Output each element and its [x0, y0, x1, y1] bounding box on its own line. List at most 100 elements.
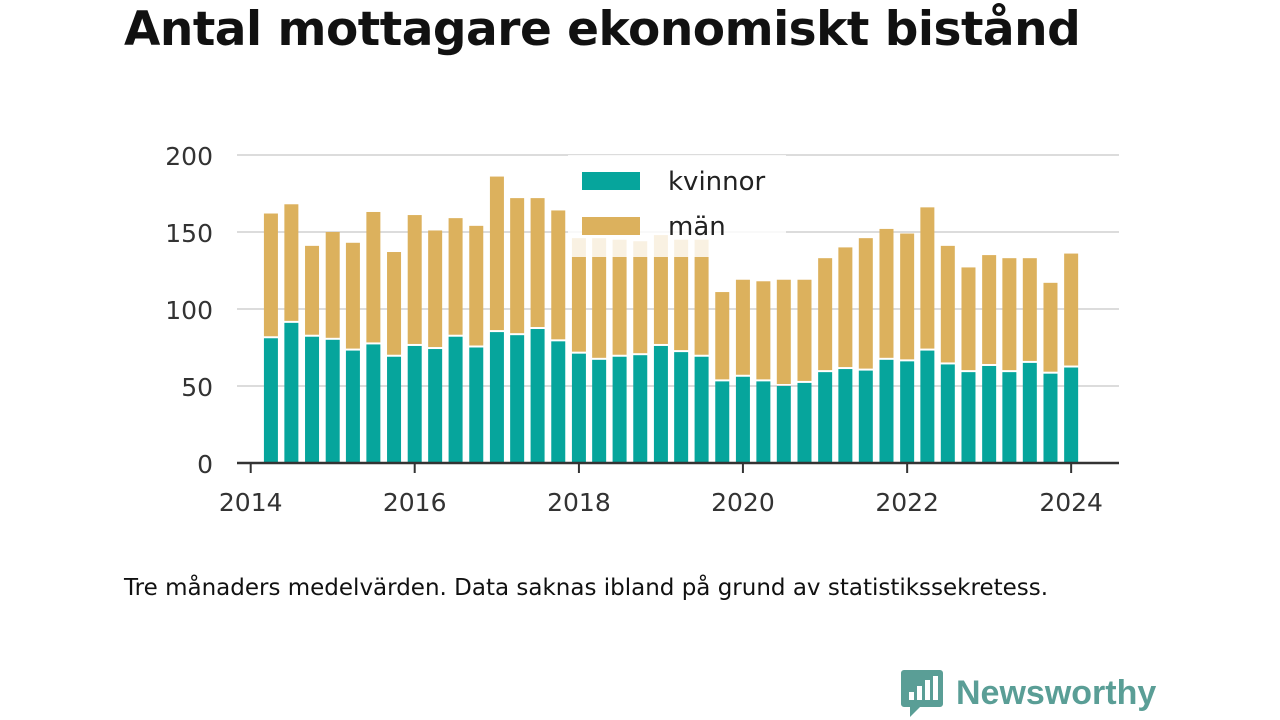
bar-man: [776, 279, 791, 384]
bar-kvinnor: [407, 345, 422, 463]
bar-man: [694, 239, 709, 355]
bar-kvinnor: [838, 369, 853, 463]
bar-man: [489, 176, 504, 331]
bar-man: [510, 198, 525, 334]
bar-man: [1043, 282, 1058, 372]
y-tick-label: 200: [165, 142, 213, 171]
bar-man: [263, 213, 278, 337]
bar-kvinnor: [920, 350, 935, 463]
stacked-bar-chart: 0 50 100 150 200 2014 2016 2018 2020 2022 2024 kvi…: [165, 142, 1119, 517]
bar-kvinnor: [366, 344, 381, 463]
x-tick-label: 2022: [875, 488, 939, 517]
bar-man: [940, 245, 955, 363]
bar-man: [674, 239, 689, 351]
bar-man: [633, 241, 648, 354]
bar-kvinnor: [1002, 372, 1017, 463]
bar-kvinnor: [571, 353, 586, 463]
bar-kvinnor: [305, 336, 320, 463]
bar-man: [838, 247, 853, 368]
bar-kvinnor: [674, 352, 689, 463]
bar-man: [571, 238, 586, 352]
bar-man: [756, 281, 771, 380]
bar-man: [1022, 258, 1037, 361]
bar-kvinnor: [858, 370, 873, 463]
bar-kvinnor: [1022, 362, 1037, 463]
bar-man: [797, 279, 812, 381]
bar-kvinnor: [284, 322, 299, 463]
y-tick-label: 150: [165, 219, 213, 248]
bar-kvinnor: [325, 339, 340, 463]
bar-man: [469, 225, 484, 346]
bar-kvinnor: [612, 356, 627, 463]
y-tick-label: 100: [165, 296, 213, 325]
bar-kvinnor: [428, 349, 443, 463]
x-tick-label: 2018: [547, 488, 611, 517]
bar-kvinnor: [633, 355, 648, 463]
bar-man: [530, 198, 545, 328]
bar-man: [818, 258, 833, 371]
bar-man: [612, 239, 627, 355]
bar-kvinnor: [818, 372, 833, 463]
bar-man: [428, 230, 443, 348]
legend-label: män: [668, 212, 726, 242]
legend: kvinnor män: [568, 155, 786, 257]
bar-kvinnor: [387, 356, 402, 463]
bar-man: [305, 245, 320, 335]
bar-kvinnor: [735, 376, 750, 463]
bar-man: [387, 252, 402, 355]
bars: [263, 176, 1079, 463]
bar-man: [735, 279, 750, 375]
y-tick-label: 0: [197, 450, 213, 479]
bar-kvinnor: [900, 361, 915, 463]
bar-man: [1064, 253, 1079, 366]
bar-man: [407, 215, 422, 344]
bar-man: [448, 218, 463, 335]
bar-kvinnor: [653, 345, 668, 463]
bar-kvinnor: [510, 335, 525, 463]
bar-kvinnor: [879, 359, 894, 463]
bar-kvinnor: [592, 359, 607, 463]
bar-kvinnor: [448, 336, 463, 463]
bar-man: [961, 267, 976, 371]
bar-man: [900, 233, 915, 360]
bar-kvinnor: [940, 364, 955, 463]
x-tick-label: 2014: [219, 488, 283, 517]
bar-kvinnor: [715, 381, 730, 463]
brand-name: Newsworthy: [956, 673, 1157, 712]
bar-man: [920, 207, 935, 349]
chart-caption: Tre månaders medelvärden. Data saknas ib…: [124, 575, 1049, 601]
bar-man: [366, 211, 381, 343]
bar-kvinnor: [345, 350, 360, 463]
bar-man: [345, 242, 360, 349]
newsworthy-chart-icon: [901, 670, 943, 717]
y-tick-label: 50: [181, 373, 213, 402]
brand-logo[interactable]: Newsworthy: [900, 668, 1156, 718]
axes: 0 50 100 150 200 2014 2016 2018 2020 2022 2024: [165, 142, 1119, 517]
bar-kvinnor: [530, 329, 545, 463]
legend-label: kvinnor: [668, 167, 766, 197]
chart-title: Antal mottagare ekonomiskt bistånd: [124, 2, 1081, 57]
bar-man: [325, 232, 340, 338]
bar-kvinnor: [982, 365, 997, 463]
bar-kvinnor: [694, 356, 709, 463]
bar-man: [858, 238, 873, 369]
bar-kvinnor: [961, 372, 976, 463]
bar-man: [982, 255, 997, 364]
bar-kvinnor: [263, 338, 278, 463]
bar-kvinnor: [469, 347, 484, 463]
bar-man: [1002, 258, 1017, 371]
bar-man: [284, 204, 299, 321]
legend-swatch: [582, 217, 640, 235]
bar-kvinnor: [489, 332, 504, 463]
bar-kvinnor: [1064, 367, 1079, 463]
bar-kvinnor: [797, 382, 812, 463]
legend-swatch: [582, 172, 640, 190]
x-tick-label: 2016: [383, 488, 447, 517]
x-tick-label: 2024: [1039, 488, 1103, 517]
bar-man: [592, 238, 607, 358]
bar-kvinnor: [776, 386, 791, 463]
bar-kvinnor: [551, 341, 566, 463]
x-tick-label: 2020: [711, 488, 775, 517]
bar-man: [879, 228, 894, 358]
bar-kvinnor: [1043, 373, 1058, 463]
